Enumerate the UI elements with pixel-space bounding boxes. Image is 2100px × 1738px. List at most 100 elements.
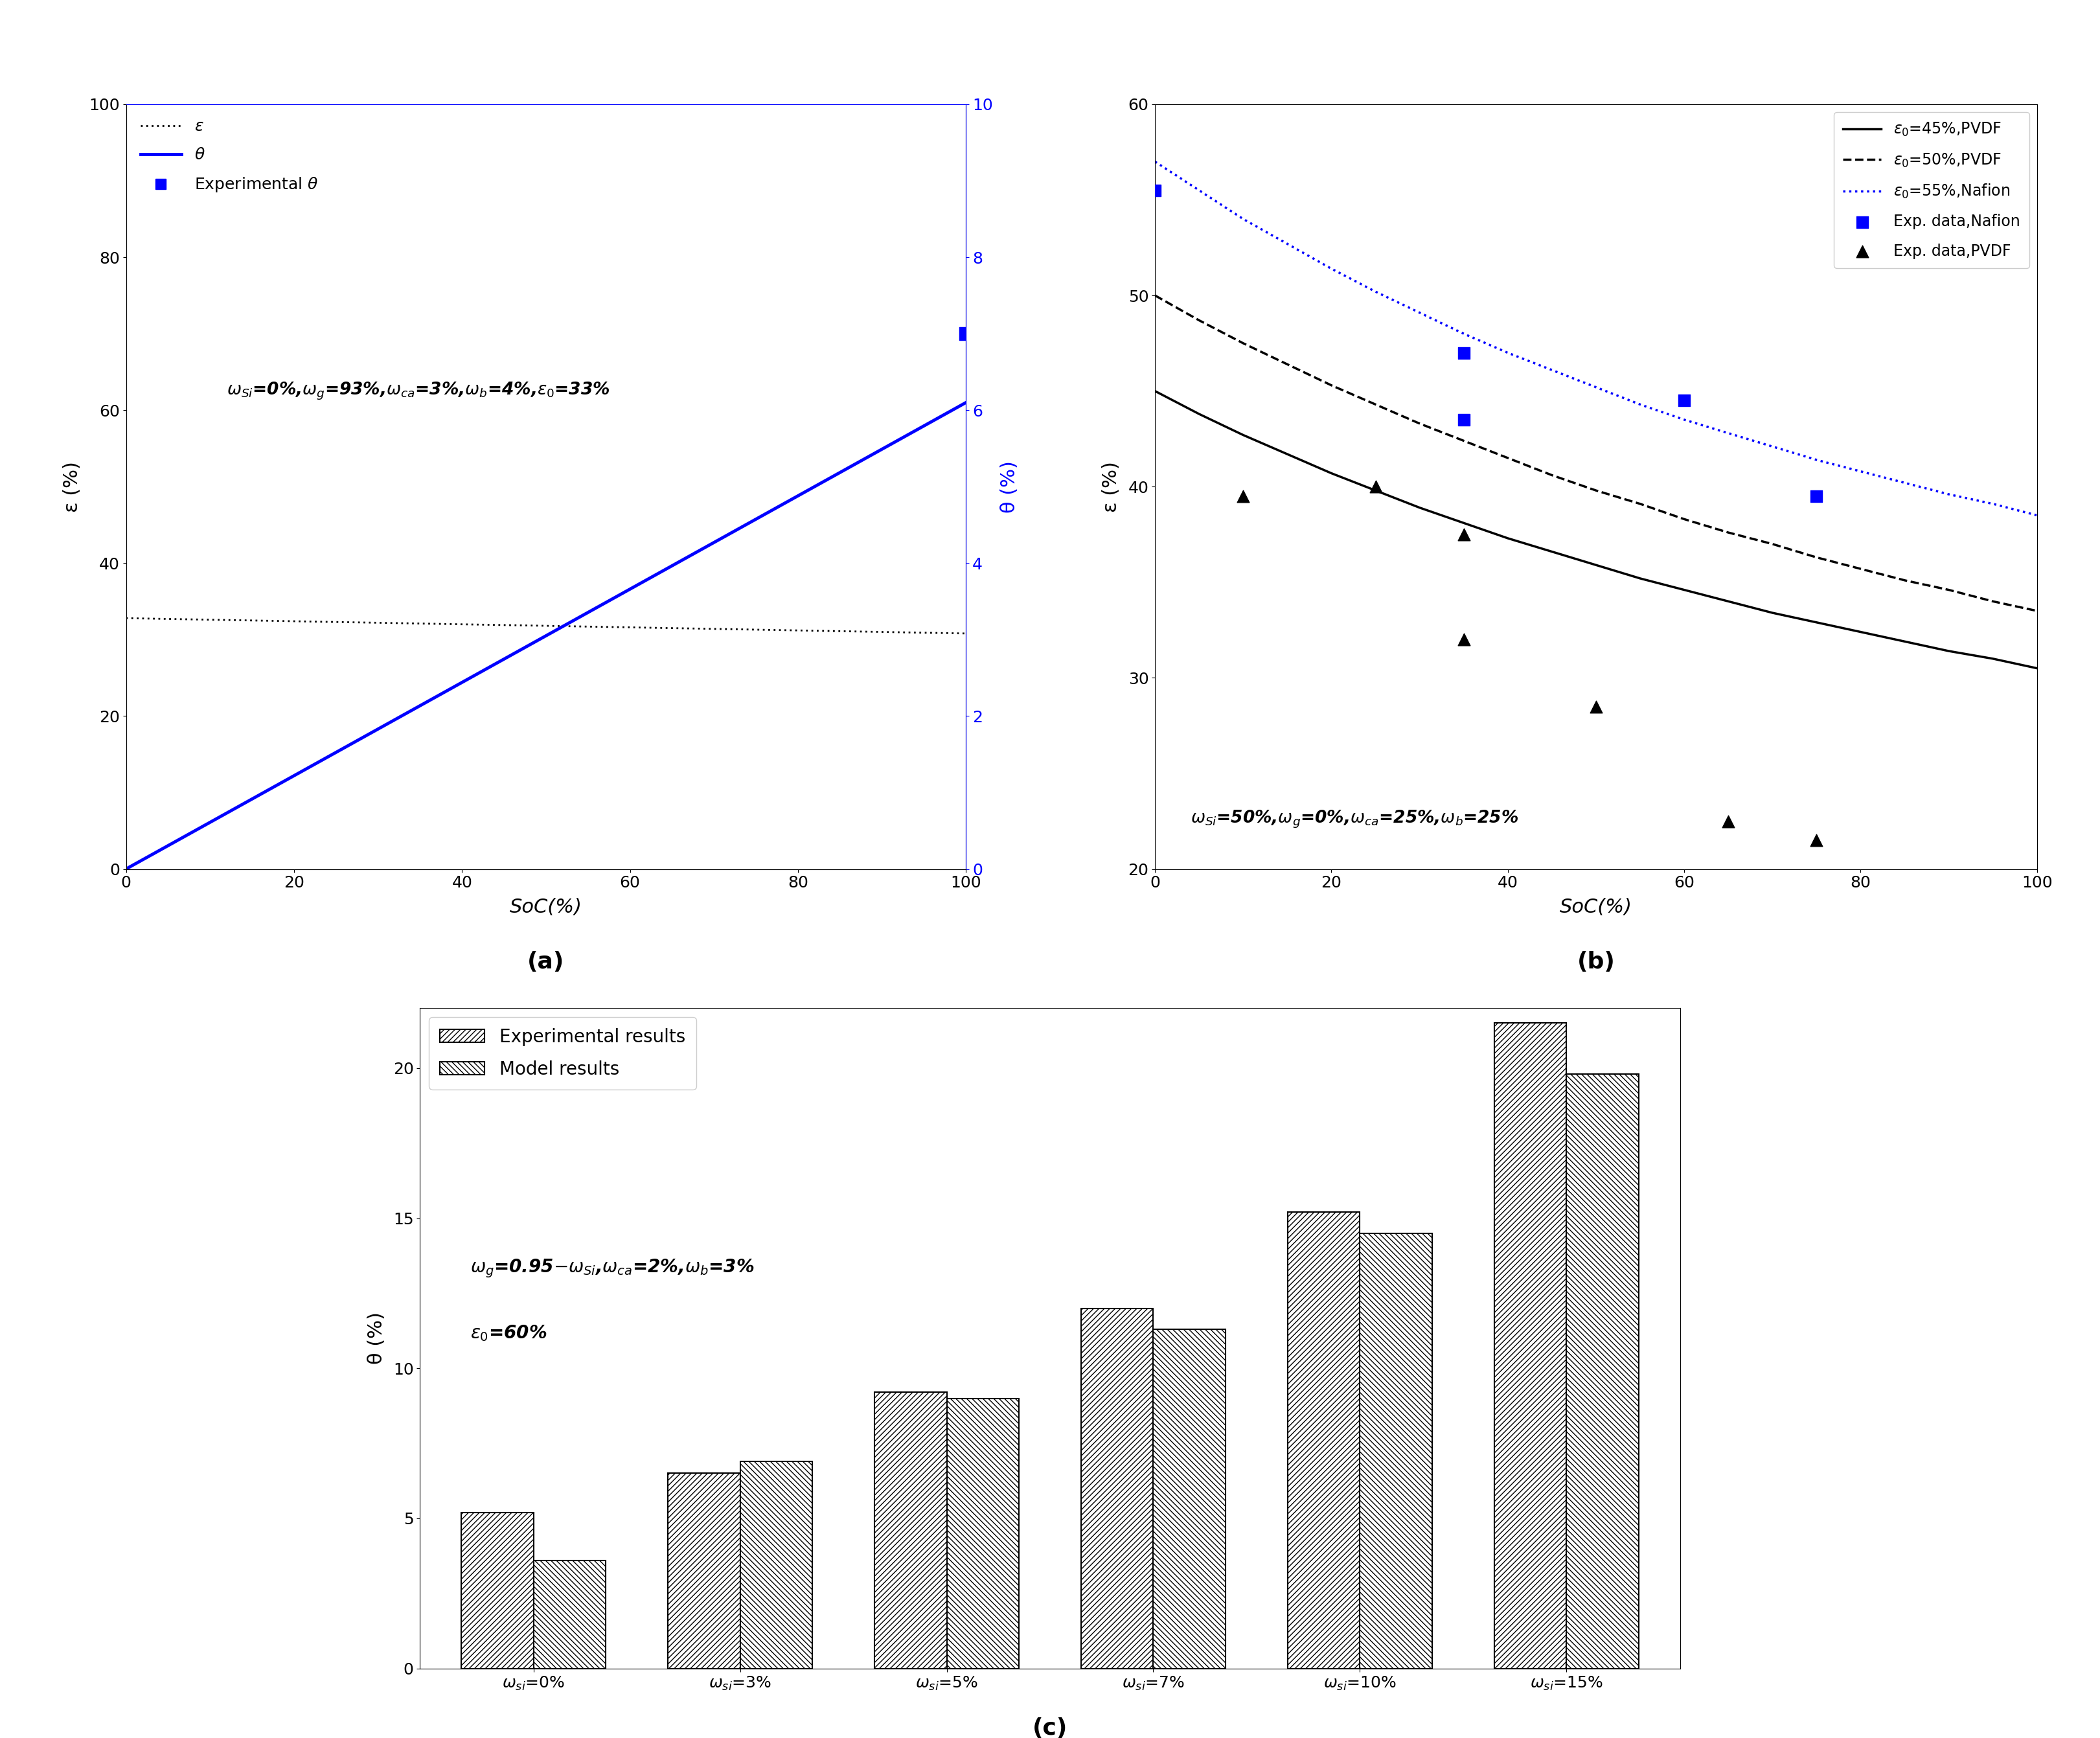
$\varepsilon$ [743,619,769,640]
$\varepsilon_0$=45%,PVDF [1672,579,1697,600]
$\varepsilon$ [617,617,643,638]
$\varepsilon_0$=55%,Nafion [1142,151,1168,172]
$\varepsilon_0$=45%,PVDF [1936,641,1961,662]
$\varepsilon_0$=55%,Nafion [1495,342,1520,363]
Line: $\varepsilon_0$=55%,Nafion: $\varepsilon_0$=55%,Nafion [1155,162,2037,514]
Bar [739,1462,813,1668]
Exp. data,PVDF [1447,521,1480,549]
$\varepsilon_0$=55%,Nafion [1760,436,1785,457]
$\varepsilon_0$=55%,Nafion [1716,422,1741,443]
$\varepsilon_0$=55%,Nafion [1231,209,1256,229]
Exp. data,Nafion [1138,176,1172,203]
$\varepsilon$ [953,622,979,643]
$\varepsilon$ [197,610,223,631]
$\varepsilon_0$=45%,PVDF [2024,657,2050,678]
$\varepsilon_0$=50%,PVDF [1848,558,1873,579]
$\varepsilon_0$=50%,PVDF [1804,547,1829,568]
$\varepsilon$ [785,620,811,641]
Text: (b): (b) [1577,951,1615,973]
Exp. data,PVDF [1447,626,1480,653]
$\varepsilon_0$=45%,PVDF [1407,497,1432,518]
Text: $\omega_{Si}$=50%,$\omega_{g}$=0%,$\omega_{ca}$=25%,$\omega_{b}$=25%: $\omega_{Si}$=50%,$\omega_{g}$=0%,$\omeg… [1191,808,1518,831]
$\varepsilon$ [491,615,517,636]
$\varepsilon$ [659,617,685,638]
Exp. data,Nafion [1800,481,1833,511]
Bar [1082,1309,1153,1668]
$\varepsilon$ [407,614,433,634]
$\varepsilon_0$=45%,PVDF [1804,612,1829,633]
Y-axis label: θ (%): θ (%) [1000,461,1019,513]
$\varepsilon_0$=50%,PVDF [1583,480,1609,501]
$\varepsilon_0$=55%,Nafion [1186,179,1212,200]
$\varepsilon_0$=55%,Nafion [1848,461,1873,481]
Y-axis label: ε (%): ε (%) [63,461,82,513]
Experimental $\theta$ [949,320,983,348]
$\varepsilon$ [155,608,181,629]
$\varepsilon_0$=50%,PVDF [1407,414,1432,434]
$\varepsilon_0$=45%,PVDF [1716,591,1741,612]
$\varepsilon_0$=45%,PVDF [1275,443,1300,464]
Bar [533,1561,607,1668]
$\varepsilon$ [533,615,559,636]
$\varepsilon_0$=50%,PVDF [1892,570,1917,591]
Exp. data,PVDF [1712,806,1745,836]
$\varepsilon_0$=45%,PVDF [1495,528,1520,549]
Exp. data,PVDF [1226,481,1260,511]
Text: $\varepsilon_{0}$=60%: $\varepsilon_{0}$=60% [470,1323,546,1343]
Line: $\varepsilon$: $\varepsilon$ [126,619,966,633]
$\varepsilon_0$=55%,Nafion [1980,494,2005,514]
$\varepsilon_0$=55%,Nafion [1804,450,1829,471]
$\varepsilon$ [869,622,895,643]
Legend: $\varepsilon$, $\theta$, Experimental $\theta$: $\varepsilon$, $\theta$, Experimental $\… [134,113,326,200]
$\varepsilon_0$=50%,PVDF [1142,285,1168,306]
$\varepsilon$ [575,617,601,638]
Text: (c): (c) [1033,1717,1067,1738]
$\varepsilon_0$=50%,PVDF [1231,334,1256,355]
Text: (a): (a) [527,951,565,973]
$\varepsilon_0$=50%,PVDF [2024,601,2050,622]
$\varepsilon_0$=50%,PVDF [1628,494,1653,514]
$\varepsilon_0$=55%,Nafion [1892,473,1917,494]
$\varepsilon$ [449,614,475,634]
$\varepsilon_0$=45%,PVDF [1231,424,1256,445]
Bar [1287,1211,1361,1668]
$\varepsilon_0$=50%,PVDF [1451,431,1476,452]
Exp. data,PVDF [1800,827,1833,855]
$\varepsilon$ [911,622,937,643]
X-axis label: SoC(%): SoC(%) [1560,899,1632,918]
$\varepsilon_0$=45%,PVDF [1451,513,1476,534]
Line: $\varepsilon_0$=45%,PVDF: $\varepsilon_0$=45%,PVDF [1155,391,2037,667]
$\varepsilon_0$=55%,Nafion [1451,323,1476,344]
$\varepsilon_0$=45%,PVDF [1980,648,2005,669]
Bar [462,1512,533,1668]
$\varepsilon_0$=45%,PVDF [1848,622,1873,643]
$\varepsilon_0$=45%,PVDF [1142,381,1168,401]
$\varepsilon_0$=45%,PVDF [1539,541,1564,561]
Bar [668,1474,739,1668]
$\varepsilon_0$=50%,PVDF [1495,447,1520,468]
$\varepsilon_0$=50%,PVDF [1539,464,1564,485]
$\varepsilon$ [827,620,853,641]
Exp. data,Nafion [1447,339,1480,367]
$\varepsilon_0$=50%,PVDF [1363,395,1388,415]
Text: $\omega_{g}$=0.95$-\omega_{Si}$,$\omega_{ca}$=2%,$\omega_{b}$=3%: $\omega_{g}$=0.95$-\omega_{Si}$,$\omega_… [470,1258,754,1279]
Exp. data,PVDF [1579,692,1613,720]
Exp. data,Nafion [1667,386,1701,414]
$\varepsilon$ [365,612,391,633]
Exp. data,PVDF [1359,473,1392,501]
$\varepsilon_0$=45%,PVDF [1319,462,1344,483]
$\varepsilon$ [281,610,307,631]
Bar [947,1399,1018,1668]
Y-axis label: ε (%): ε (%) [1103,461,1121,513]
$\varepsilon_0$=45%,PVDF [1892,631,1917,652]
Line: $\varepsilon_0$=50%,PVDF: $\varepsilon_0$=50%,PVDF [1155,295,2037,612]
$\varepsilon_0$=50%,PVDF [1186,309,1212,330]
$\varepsilon_0$=55%,Nafion [1363,282,1388,302]
$\varepsilon_0$=55%,Nafion [1936,483,1961,504]
$\varepsilon_0$=45%,PVDF [1583,554,1609,575]
$\varepsilon_0$=50%,PVDF [1760,534,1785,554]
$\varepsilon_0$=55%,Nafion [1407,302,1432,323]
$\varepsilon_0$=55%,Nafion [1539,360,1564,381]
Y-axis label: θ (%): θ (%) [367,1312,386,1364]
$\varepsilon$ [113,608,139,629]
